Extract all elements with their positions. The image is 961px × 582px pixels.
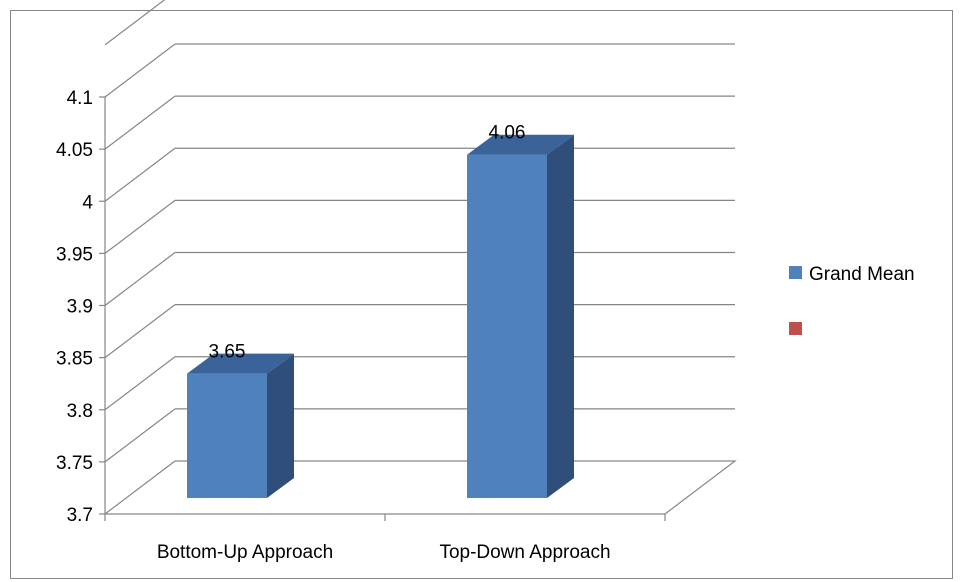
legend: Grand Mean	[789, 264, 915, 335]
legend-label: Grand Mean	[809, 264, 915, 285]
bar	[467, 134, 574, 498]
y-tick-label: 3.9	[67, 297, 93, 318]
y-tick-label: 4.1	[67, 88, 93, 109]
bars	[187, 134, 574, 498]
y-tick-label: 4	[82, 192, 93, 213]
gridline-side	[104, 356, 176, 411]
bar	[187, 353, 294, 498]
gridlines	[104, 0, 737, 515]
gridline-side	[104, 43, 176, 98]
y-tick-label: 3.8	[67, 401, 93, 422]
x-category-label: Bottom-Up Approach	[157, 542, 333, 563]
gridline-side	[104, 252, 176, 306]
bar-front-face	[467, 154, 547, 498]
gridline-side	[104, 0, 166, 46]
bar-side-face	[267, 353, 294, 498]
gridline-side	[104, 147, 176, 202]
axes: 3.7 3.75 3.8 3.85 3.9 3.95 4 4.05 4.1 Bottom-Up A…	[56, 88, 666, 563]
gridline-side	[104, 460, 176, 515]
y-tick-label: 3.7	[67, 505, 93, 526]
y-tick-label: 3.85	[56, 349, 93, 370]
gridline-side	[104, 408, 176, 463]
bar-side-face	[547, 134, 574, 498]
gridline-side	[104, 199, 176, 254]
bar-front-face	[187, 373, 267, 498]
gridline-side	[104, 304, 176, 359]
legend-swatch	[789, 322, 802, 335]
labels: 3.65 4.06	[209, 123, 526, 363]
y-tick-label: 3.75	[56, 453, 93, 474]
bar-data-label: 3.65	[209, 342, 246, 363]
y-tick-label: 3.95	[56, 244, 93, 265]
y-tick-label: 4.05	[56, 140, 93, 161]
bar-top-face	[467, 134, 574, 155]
legend-swatch	[789, 266, 802, 279]
gridline-side	[104, 95, 176, 150]
bar-data-label: 4.06	[489, 123, 526, 144]
x-category-label: Top-Down Approach	[439, 542, 610, 563]
bar-top-face	[187, 353, 294, 374]
floor-edge	[175, 460, 737, 515]
